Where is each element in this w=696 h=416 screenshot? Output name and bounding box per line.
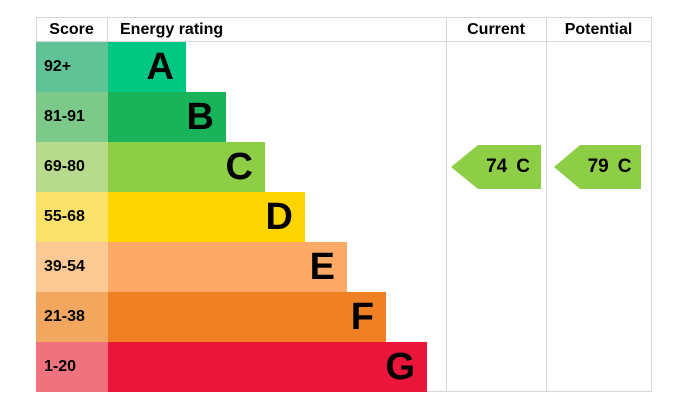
current-score-letter: C bbox=[516, 156, 530, 177]
band-bar: F bbox=[108, 292, 386, 342]
band-letter: D bbox=[265, 196, 293, 238]
potential-rating-arrow: 79 C bbox=[554, 145, 641, 189]
band-letter: F bbox=[350, 296, 374, 338]
header-current: Current bbox=[467, 21, 525, 38]
band-row: 21-38 F bbox=[36, 292, 446, 342]
band-score-label: 92+ bbox=[36, 42, 108, 92]
potential-column-right-border bbox=[651, 17, 652, 392]
header-score: Score bbox=[49, 21, 94, 38]
header-bottom-border bbox=[36, 41, 651, 42]
band-bar: A bbox=[108, 42, 186, 92]
band-row: 69-80 C bbox=[36, 142, 446, 192]
potential-score-letter: C bbox=[617, 156, 632, 177]
band-letter: C bbox=[225, 146, 253, 188]
chart-top-border bbox=[36, 17, 651, 18]
band-bar: E bbox=[108, 242, 347, 292]
band-row: 92+ A bbox=[36, 42, 446, 92]
current-column-left-border bbox=[446, 17, 447, 392]
band-score-label: 55-68 bbox=[36, 192, 108, 242]
band-score-label: 81-91 bbox=[36, 92, 108, 142]
band-bar: B bbox=[108, 92, 226, 142]
score-column-divider bbox=[107, 17, 108, 42]
band-bar: C bbox=[108, 142, 265, 192]
band-score-label: 1-20 bbox=[36, 342, 108, 392]
band-score-label: 39-54 bbox=[36, 242, 108, 292]
header-energy-rating: Energy rating bbox=[120, 21, 224, 38]
header-potential: Potential bbox=[564, 21, 633, 38]
band-letter: A bbox=[146, 46, 174, 88]
band-letter: B bbox=[186, 96, 214, 138]
band-bar: D bbox=[108, 192, 305, 242]
current-score-value: 74 bbox=[486, 156, 508, 177]
band-score-label: 69-80 bbox=[36, 142, 108, 192]
band-score-label: 21-38 bbox=[36, 292, 108, 342]
band-letter: G bbox=[385, 346, 415, 388]
current-column-right-border bbox=[546, 17, 547, 392]
current-rating-arrow: 74 C bbox=[451, 145, 541, 189]
header-left-border bbox=[36, 17, 37, 42]
band-row: 1-20 G bbox=[36, 342, 446, 392]
band-row: 39-54 E bbox=[36, 242, 446, 292]
bands-area: 92+ A 81-91 B 69-80 C 55-68 D 39-54 E 21… bbox=[36, 42, 446, 392]
band-row: 55-68 D bbox=[36, 192, 446, 242]
band-bar: G bbox=[108, 342, 427, 392]
band-row: 81-91 B bbox=[36, 92, 446, 142]
band-letter: E bbox=[309, 246, 335, 288]
potential-score-value: 79 bbox=[587, 156, 609, 177]
